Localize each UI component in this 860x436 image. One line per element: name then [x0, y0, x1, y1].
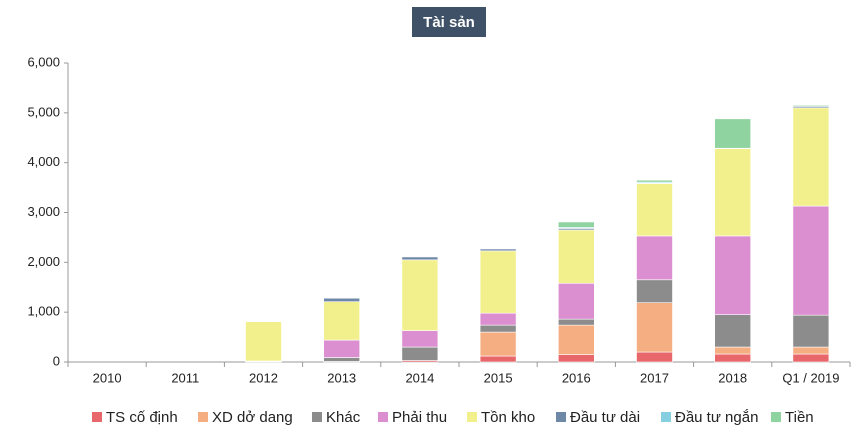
bar-segment	[636, 279, 673, 303]
legend-swatch	[198, 412, 208, 422]
legend-label: Đầu tư ngắn	[675, 409, 758, 426]
bar-segment	[557, 221, 595, 228]
bar-segment	[323, 339, 361, 358]
bar-segment	[245, 321, 282, 362]
x-tick-label: 2011	[171, 370, 199, 385]
bar-segment	[714, 235, 752, 315]
legend-swatch	[661, 412, 671, 422]
x-tick-label: Q1 / 2019	[782, 370, 839, 385]
bar-segment	[714, 314, 752, 348]
bar-segment	[636, 351, 673, 363]
bar-segment	[557, 229, 595, 284]
legend-label: Tồn kho	[481, 409, 535, 426]
legend-swatch	[467, 412, 477, 422]
bar-segment	[792, 107, 830, 207]
x-tick-label: 2013	[327, 370, 356, 385]
bar-segment	[479, 250, 517, 314]
y-tick-label: 0	[53, 353, 60, 368]
bar-segment	[636, 302, 673, 353]
bar-segment	[714, 346, 752, 355]
bar-segment	[636, 183, 673, 237]
x-tick-label: 2018	[718, 370, 747, 385]
bar-segment	[792, 314, 830, 348]
bar-segment	[792, 346, 830, 355]
bar-segment	[792, 105, 830, 107]
legend-label: Tiền	[785, 409, 814, 426]
y-tick-label: 2,000	[27, 254, 60, 269]
x-tick-label: 2012	[249, 370, 278, 385]
bar-segment	[792, 205, 830, 316]
bar-segment	[557, 282, 595, 320]
bar-segment	[479, 312, 517, 326]
y-tick-label: 1,000	[27, 304, 60, 319]
bar-segment	[714, 148, 752, 237]
x-tick-label: 2016	[562, 370, 591, 385]
bar-segment	[714, 118, 752, 149]
legend-swatch	[92, 412, 102, 422]
bar-segment	[323, 297, 361, 303]
y-tick-label: 6,000	[27, 54, 60, 69]
bar-segment	[401, 330, 439, 348]
x-tick-label: 2010	[93, 370, 122, 385]
legend-label: Đầu tư dài	[570, 409, 640, 426]
title-box	[412, 7, 486, 37]
y-tick-label: 5,000	[27, 104, 60, 119]
bar-segment	[557, 324, 595, 355]
bar-segment	[323, 357, 361, 362]
x-tick-label: 2015	[484, 370, 513, 385]
bar-segment	[636, 179, 673, 183]
bar-segment	[557, 354, 595, 363]
bar-segment	[636, 235, 673, 281]
legend-swatch	[771, 412, 781, 422]
bar-segment	[401, 259, 439, 331]
legend-label: Phải thu	[392, 409, 447, 426]
legend-swatch	[556, 412, 566, 422]
x-tick-label: 2014	[405, 370, 434, 385]
bar-segment	[792, 353, 830, 363]
bar-segment	[323, 301, 361, 341]
legend-label: Khác	[326, 409, 361, 426]
chart-title: Tài sản	[423, 14, 475, 31]
y-tick-label: 4,000	[27, 154, 60, 169]
legend-label: TS cố định	[106, 409, 178, 426]
bar-segment	[557, 318, 595, 326]
legend-swatch	[378, 412, 388, 422]
bar-segment	[479, 331, 517, 357]
y-tick-label: 3,000	[27, 204, 60, 219]
x-tick-label: 2017	[640, 370, 669, 385]
legend-swatch	[312, 412, 322, 422]
bar-segment	[401, 256, 439, 261]
bar-segment	[479, 324, 517, 333]
bar-segment	[479, 355, 517, 363]
legend-label: XD dở dang	[212, 409, 293, 426]
bar-segment	[714, 353, 752, 363]
bar-segment	[401, 346, 439, 361]
